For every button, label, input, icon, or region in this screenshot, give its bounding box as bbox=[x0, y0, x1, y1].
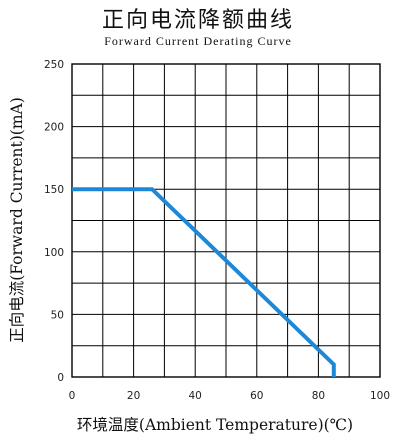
y-tick-label: 250 bbox=[44, 59, 64, 71]
y-axis-label: 正向电流(Forward Current)(mA) bbox=[8, 97, 26, 343]
derating-curve-line bbox=[72, 187, 336, 377]
x-tick-label: 80 bbox=[312, 390, 325, 402]
y-tick-label: 50 bbox=[51, 309, 64, 321]
y-tick-label: 200 bbox=[44, 122, 64, 134]
y-tick-label: 0 bbox=[57, 372, 64, 384]
x-tick-label: 40 bbox=[189, 390, 202, 402]
chart-subtitle: Forward Current Derating Curve bbox=[104, 34, 292, 48]
y-tick-label: 150 bbox=[44, 184, 64, 196]
y-tick-label: 100 bbox=[44, 247, 64, 259]
plot-frame bbox=[71, 63, 381, 378]
y-tick-labels: 0 50 100 150 200 250 bbox=[44, 59, 64, 384]
x-tick-label: 20 bbox=[127, 390, 140, 402]
x-tick-labels: 0 20 40 60 80 100 bbox=[69, 390, 390, 402]
grid-lines bbox=[72, 64, 380, 377]
x-tick-label: 0 bbox=[69, 390, 76, 402]
chart-title: 正向电流降额曲线 bbox=[101, 8, 294, 33]
x-tick-label: 60 bbox=[250, 390, 263, 402]
x-axis-label: 环境温度(Ambient Temperature)(℃) bbox=[76, 416, 354, 434]
x-tick-label: 100 bbox=[370, 390, 390, 402]
